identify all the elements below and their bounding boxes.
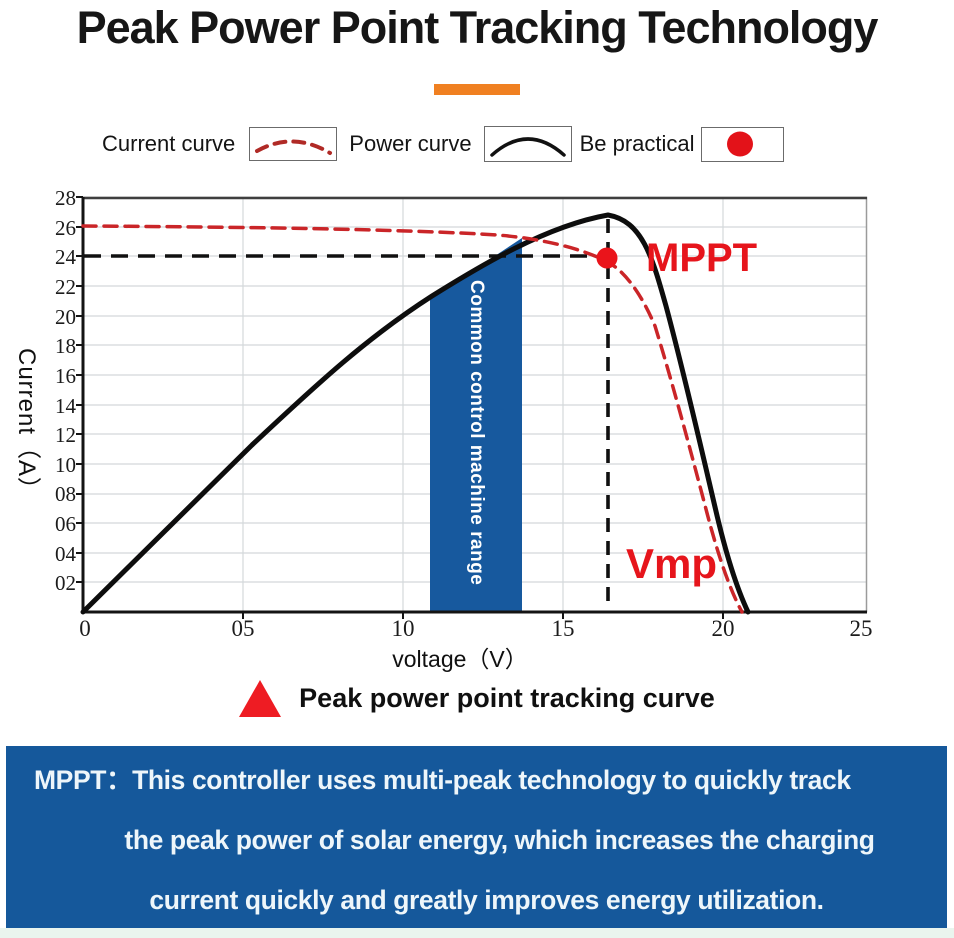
y-tick: 04 bbox=[55, 542, 76, 566]
y-tick: 10 bbox=[55, 453, 76, 477]
y-tick: 12 bbox=[55, 423, 76, 447]
x-tick: 25 bbox=[849, 616, 873, 641]
y-tick: 20 bbox=[55, 305, 76, 329]
y-tick: 18 bbox=[55, 334, 76, 358]
current-curve bbox=[81, 224, 744, 614]
control-range-band bbox=[430, 238, 522, 611]
title-accent-bar bbox=[434, 84, 520, 95]
mppt-point-marker bbox=[596, 247, 618, 269]
y-tick: 16 bbox=[55, 364, 76, 388]
control-range-band-label: Common control machine range bbox=[466, 280, 487, 586]
description-line-2: the peak power of solar energy, which in… bbox=[124, 825, 875, 855]
mppt-point-swatch-icon bbox=[700, 126, 784, 162]
y-tick: 08 bbox=[55, 482, 76, 506]
current-curve-swatch-icon bbox=[249, 127, 338, 161]
legend-label-power-curve: Power curve bbox=[349, 131, 472, 156]
y-tick: 02 bbox=[55, 571, 76, 595]
page-title: Peak Power Point Tracking Technology bbox=[76, 2, 879, 53]
x-tick: 05 bbox=[231, 616, 255, 641]
chart-canvas bbox=[76, 196, 868, 619]
x-tick: 0 bbox=[79, 616, 91, 641]
chart-caption: Peak power point tracking curve bbox=[0, 680, 954, 717]
y-tick: 28 bbox=[55, 186, 76, 210]
y-axis-label: Current（A） bbox=[13, 347, 40, 503]
x-axis-tick-marks bbox=[242, 612, 724, 619]
mppt-chart: 28 26 24 22 20 18 16 14 12 10 08 06 04 0… bbox=[13, 186, 873, 672]
x-tick: 10 bbox=[391, 616, 415, 641]
y-tick: 14 bbox=[55, 394, 76, 418]
x-axis-label: voltage（V） bbox=[392, 646, 528, 672]
y-tick: 24 bbox=[55, 245, 76, 269]
legend-label-current-curve: Current curve bbox=[102, 131, 236, 156]
x-tick: 15 bbox=[551, 616, 575, 641]
chart-legend: Current curve Power curve Be practical bbox=[102, 124, 784, 164]
x-tick: 20 bbox=[711, 616, 735, 641]
mppt-annotation: MPPT bbox=[646, 236, 758, 280]
y-tick: 22 bbox=[55, 275, 76, 299]
legend-label-be-practical: Be practical bbox=[579, 131, 695, 156]
bottom-strip bbox=[0, 928, 954, 938]
power-curve-swatch-icon bbox=[483, 126, 572, 162]
red-triangle-icon bbox=[239, 680, 282, 717]
y-axis-tick-marks bbox=[76, 196, 83, 583]
y-tick: 06 bbox=[55, 512, 76, 536]
description-line-3: current quickly and greatly improves ene… bbox=[149, 885, 824, 915]
description-line-1: MPPT：This controller uses multi-peak tec… bbox=[34, 765, 851, 795]
caption-text: Peak power point tracking curve bbox=[299, 683, 715, 713]
description-panel: MPPT：This controller uses multi-peak tec… bbox=[6, 746, 947, 928]
power-curve bbox=[80, 212, 751, 615]
vmp-annotation: Vmp bbox=[626, 540, 718, 587]
y-tick: 26 bbox=[55, 216, 76, 240]
